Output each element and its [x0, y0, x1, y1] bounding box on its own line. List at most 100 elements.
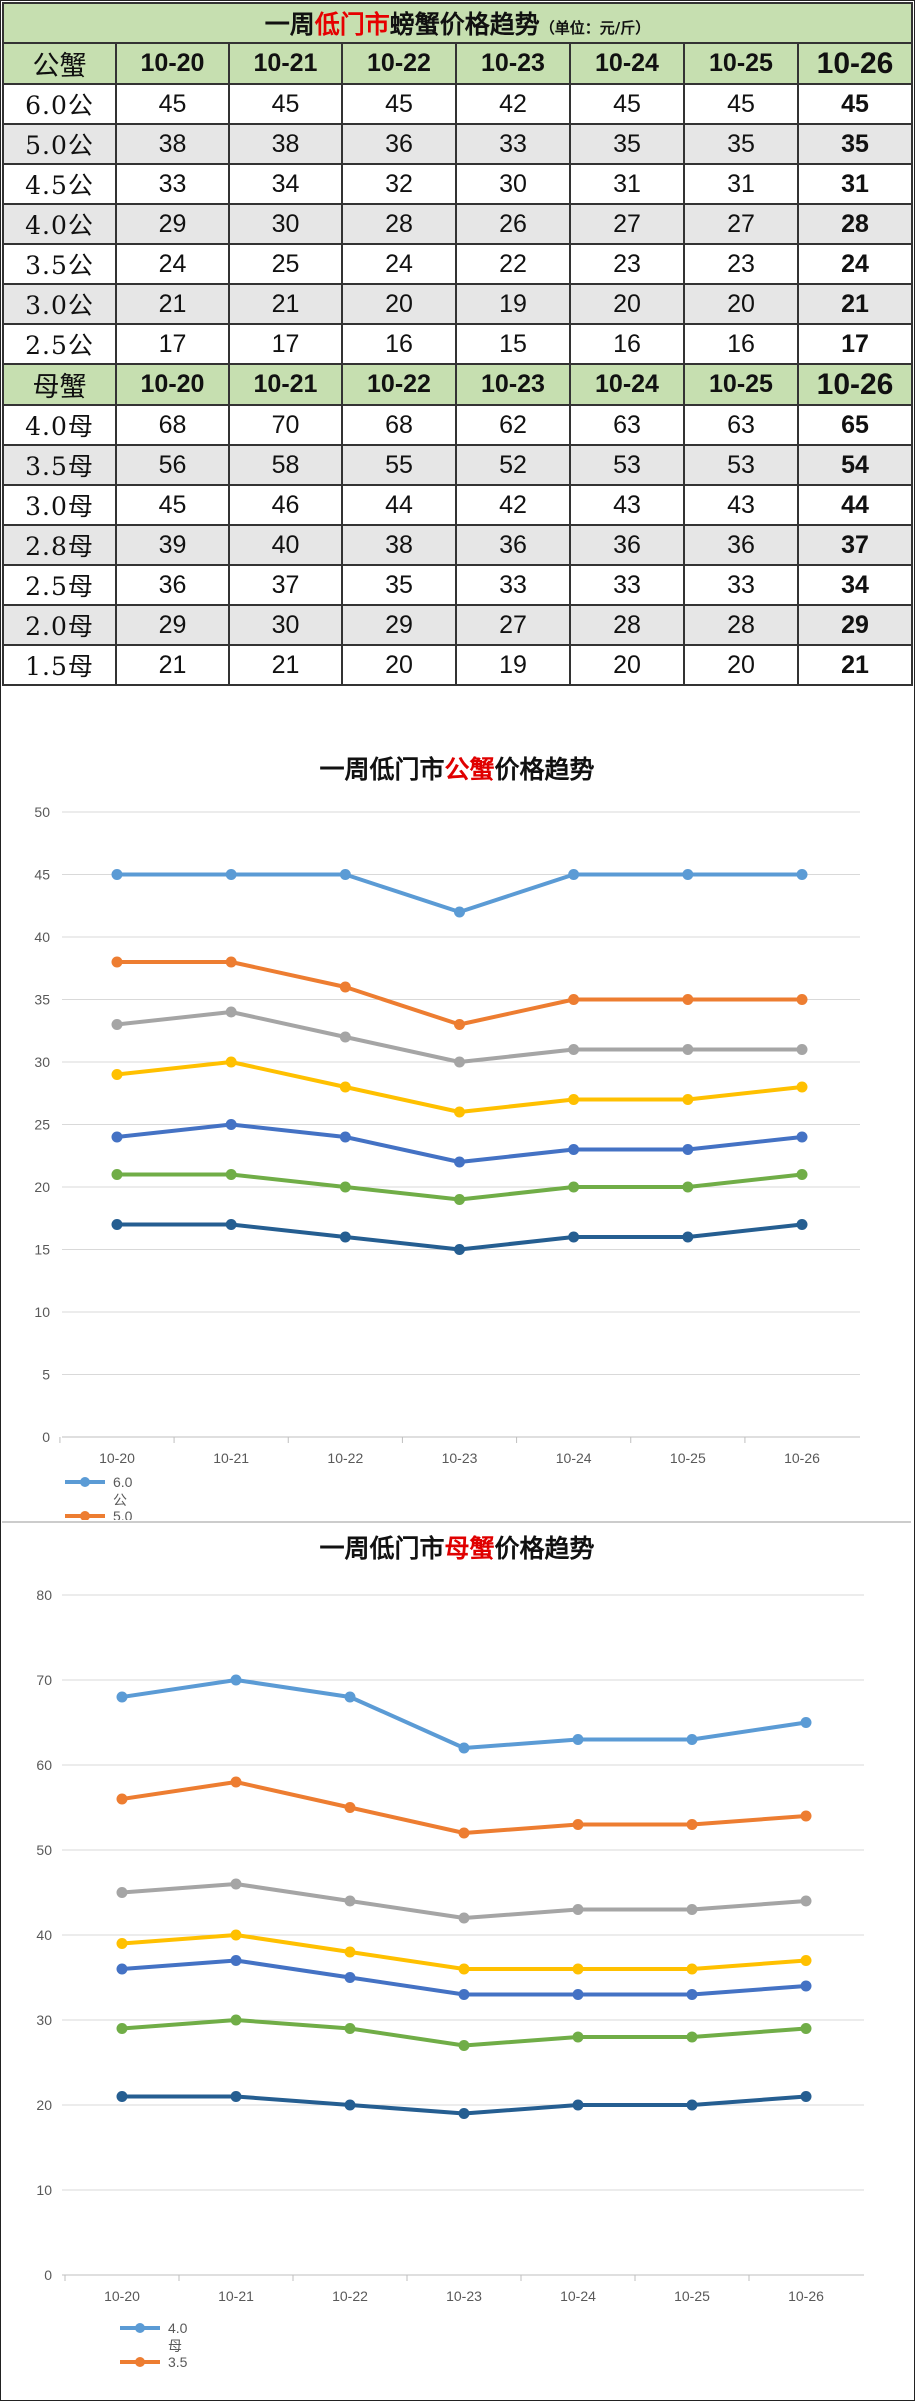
- data-point: [796, 869, 808, 880]
- price-cell: 21: [796, 283, 914, 325]
- data-point: [800, 1717, 812, 1728]
- price-cell: 23: [683, 243, 799, 285]
- price-cell: 17: [228, 323, 343, 365]
- price-cell: 36: [341, 123, 457, 165]
- price-cell: 63: [569, 404, 685, 446]
- price-cell: 34: [796, 564, 914, 606]
- male-header-label: 公蟹: [2, 42, 117, 85]
- price-cell: 25: [228, 243, 343, 285]
- y-tick-label: 20: [36, 2097, 52, 2113]
- table-title: 一周低门市螃蟹价格趋势（单位：元/斤）: [1, 2, 914, 44]
- data-point: [686, 2031, 698, 2043]
- data-point: [111, 956, 123, 968]
- data-point: [568, 869, 580, 880]
- data-point: [454, 1194, 465, 1205]
- price-cell: 46: [228, 484, 343, 526]
- row-label: 4.0母: [2, 404, 117, 446]
- x-tick-label: 10-24: [556, 1450, 592, 1466]
- price-cell: 29: [115, 203, 230, 245]
- data-point: [796, 1131, 808, 1143]
- y-tick-label: 70: [36, 1672, 52, 1688]
- price-cell: 28: [796, 203, 914, 245]
- data-point: [225, 1056, 237, 1068]
- legend-label-2: 公: [113, 1492, 127, 1508]
- price-cell: 21: [796, 644, 914, 686]
- table-row: 3.0公 21 21 20 19 20 20 21: [2, 283, 914, 325]
- price-cell: 21: [228, 644, 343, 686]
- y-tick-label: 10: [34, 1304, 50, 1320]
- price-cell: 68: [341, 404, 457, 446]
- male-header-date: 10-25: [683, 42, 799, 85]
- price-cell: 45: [796, 83, 914, 125]
- female-crab-chart: 一周低门市母蟹价格趋势 0 10 20 30 40 50 60 70 80 10-20 10-21 10…: [2, 1521, 911, 2399]
- data-point: [111, 1219, 123, 1230]
- data-point: [230, 1929, 242, 1941]
- male-header-date: 10-21: [228, 42, 343, 85]
- y-tick-label: 0: [44, 2267, 52, 2283]
- data-point: [572, 1989, 584, 2000]
- data-point: [682, 1094, 694, 1105]
- price-cell: 45: [569, 83, 685, 125]
- price-cell: 20: [341, 644, 457, 686]
- chart-title-pre: 一周低门市: [319, 1534, 444, 1563]
- table-row: 2.5母 36 37 35 33 33 33 34: [2, 564, 914, 606]
- y-tick-label: 5: [42, 1367, 50, 1383]
- price-table: 一周低门市螃蟹价格趋势（单位：元/斤） 公蟹 10-20 10-21 10-22 10-…: [1, 2, 914, 686]
- price-cell: 44: [796, 484, 914, 526]
- row-label: 2.5母: [2, 564, 117, 606]
- data-point: [116, 1691, 128, 1703]
- data-point: [339, 1031, 351, 1043]
- series-line: [121, 1678, 807, 1750]
- table-title-pre: 一周: [264, 10, 315, 39]
- data-point: [800, 2091, 812, 2102]
- price-cell: 35: [341, 564, 457, 606]
- price-cell: 30: [228, 604, 343, 646]
- data-point: [682, 1231, 694, 1243]
- data-point: [344, 1691, 356, 1703]
- price-cell: 20: [569, 283, 685, 325]
- chart-title-post: 价格趋势: [495, 755, 595, 784]
- table-row: 2.0母 29 30 29 27 28 28 29: [2, 604, 914, 646]
- legend-label: 3.5: [168, 2354, 188, 2370]
- data-point: [111, 1019, 123, 1030]
- y-tick-label: 50: [36, 1842, 52, 1858]
- chart-title-red: 公蟹: [444, 755, 494, 784]
- data-point: [568, 1181, 580, 1193]
- data-point: [572, 2099, 584, 2111]
- row-label: 1.5母: [2, 644, 117, 686]
- data-point: [116, 1793, 128, 1805]
- data-point: [796, 1044, 808, 1055]
- price-cell: 16: [683, 323, 799, 365]
- female-header-row: 母蟹 10-20 10-21 10-22 10-23 10-24 10-25 10-26: [2, 363, 914, 406]
- price-cell: 24: [341, 243, 457, 285]
- price-cell: 36: [115, 564, 230, 606]
- price-cell: 38: [228, 123, 343, 165]
- price-cell: 28: [683, 604, 799, 646]
- data-point: [800, 1810, 812, 1822]
- data-point: [339, 1181, 351, 1193]
- legend-marker: [80, 1477, 90, 1487]
- data-point: [458, 1989, 470, 2000]
- price-cell: 33: [569, 564, 685, 606]
- price-cell: 15: [455, 323, 571, 365]
- price-cell: 28: [341, 203, 457, 245]
- data-point: [344, 1895, 356, 1907]
- legend-label: 6.0: [113, 1474, 133, 1490]
- data-point: [796, 1081, 808, 1093]
- price-cell: 70: [228, 404, 343, 446]
- price-cell: 45: [683, 83, 799, 125]
- data-point: [225, 1006, 237, 1018]
- price-cell: 27: [455, 604, 571, 646]
- data-point: [572, 1734, 584, 1745]
- price-cell: 45: [228, 83, 343, 125]
- data-point: [230, 2014, 242, 2026]
- price-cell: 27: [569, 203, 685, 245]
- row-label: 6.0公: [2, 83, 117, 125]
- price-cell: 63: [683, 404, 799, 446]
- price-cell: 36: [455, 524, 571, 566]
- x-tick-label: 10-20: [99, 1450, 135, 1466]
- data-point: [568, 1144, 580, 1155]
- x-tick-label: 10-21: [218, 2288, 254, 2304]
- data-point: [225, 869, 237, 880]
- price-cell: 34: [228, 163, 343, 205]
